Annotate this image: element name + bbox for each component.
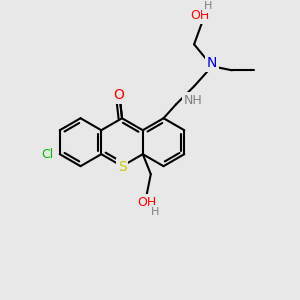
Text: H: H (151, 207, 159, 217)
Text: N: N (207, 56, 217, 70)
Text: Cl: Cl (42, 148, 54, 161)
Text: H: H (204, 2, 212, 11)
Text: OH: OH (190, 9, 210, 22)
Text: OH: OH (137, 196, 156, 208)
Text: O: O (114, 88, 124, 102)
Text: S: S (118, 160, 126, 174)
Text: NH: NH (184, 94, 203, 107)
